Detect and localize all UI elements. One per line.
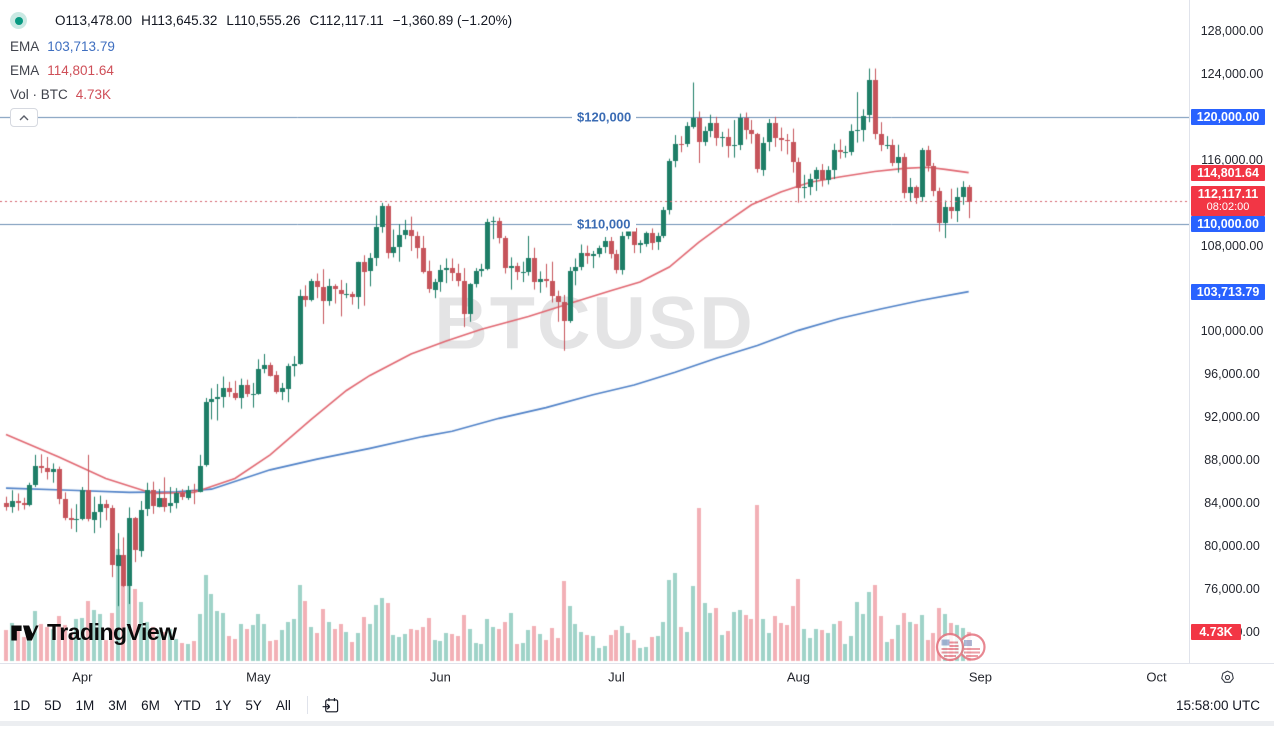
price-line-label-120000[interactable]: $120,000 xyxy=(572,109,637,125)
price-tick: 128,000.00 xyxy=(1200,24,1264,38)
ema-blue-label: EMA xyxy=(10,39,40,54)
range-button-1d[interactable]: 1D xyxy=(7,694,36,717)
range-button-ytd[interactable]: YTD xyxy=(168,694,207,717)
bottom-toolbar: 1D 5D 1M 3M 6M YTD 1Y 5Y All 15:58:00 UTC xyxy=(0,689,1274,726)
ema-value-badge: 114,801.64 xyxy=(1191,164,1265,181)
ema-red-value: 114,801.64 xyxy=(47,63,114,78)
calendar-icon xyxy=(322,697,339,712)
symbol-status-dot-icon xyxy=(10,12,27,29)
price-tick: 96,000.00 xyxy=(1204,367,1260,382)
tradingview-logo[interactable]: TradingView xyxy=(10,619,177,646)
volume-value-badge: 4.73K xyxy=(1191,624,1241,640)
range-button-5d[interactable]: 5D xyxy=(38,694,67,717)
range-button-5y[interactable]: 5Y xyxy=(239,694,268,717)
tradingview-logo-icon xyxy=(11,625,39,640)
range-button-1y[interactable]: 1Y xyxy=(209,694,238,717)
price-tick: 92,000.00 xyxy=(1204,410,1260,425)
ohlc-open: O113,478.00 xyxy=(55,13,133,28)
price-tick: 76,000.00 xyxy=(1204,581,1260,596)
ohlc-change: −1,360.89 (−1.20%) xyxy=(392,13,513,28)
price-tick: 116,000.00 xyxy=(1201,152,1263,167)
range-button-6m[interactable]: 6M xyxy=(135,694,166,717)
range-button-all[interactable]: All xyxy=(270,694,297,717)
price-tick: 88,000.00 xyxy=(1204,453,1260,468)
time-axis[interactable]: Apr May Jun Jul Aug Sep Oct xyxy=(0,663,1274,690)
chevron-up-icon xyxy=(19,114,29,120)
price-tick: 84,000.00 xyxy=(1204,496,1260,511)
price-tick: 124,000.00 xyxy=(1200,66,1264,81)
range-button-1m[interactable]: 1M xyxy=(70,694,101,717)
price-chart-canvas[interactable] xyxy=(0,0,1189,663)
ema-red-label: EMA xyxy=(10,63,40,78)
price-tick: 100,000.00 xyxy=(1200,324,1264,339)
ema-red-row: EMA 114,801.64 xyxy=(10,63,114,78)
time-tick-may[interactable]: May xyxy=(246,669,271,685)
ohlc-row: O113,478.00 H113,645.32 L110,555.26 C112… xyxy=(10,12,521,29)
range-button-3m[interactable]: 3M xyxy=(102,694,133,717)
toolbar-divider xyxy=(306,696,308,714)
price-axis[interactable]: 128,000.00 124,000.00 116,000.00 108,000.00… xyxy=(1190,0,1274,663)
ohlc-low: L110,555.26 xyxy=(226,13,301,28)
tradingview-logo-text: TradingView xyxy=(47,619,177,645)
ema-value-badge: 103,713.79 xyxy=(1191,283,1265,300)
chart-pane[interactable]: BTCUSD $120,000 $110,000 O113,478.00 H11… xyxy=(0,0,1190,663)
price-tick: 108,000.00 xyxy=(1200,238,1264,253)
time-tick-aug[interactable]: Aug xyxy=(786,669,811,685)
time-tick-apr[interactable]: Apr xyxy=(72,669,93,685)
time-tick-oct[interactable]: Oct xyxy=(1146,669,1167,685)
usd-coin-icons xyxy=(933,631,993,668)
ema-blue-value: 103,713.79 xyxy=(47,39,115,54)
date-range-buttons: 1D 5D 1M 3M 6M YTD 1Y 5Y All xyxy=(6,694,298,717)
price-line-value-badge: 120,000.00 xyxy=(1191,108,1265,125)
volume-row: Vol · BTC 4.73K xyxy=(10,87,111,102)
clock-utc: 15:58:00 UTC xyxy=(1175,697,1260,713)
volume-value: 4.73K xyxy=(75,87,112,102)
volume-label: Vol · BTC xyxy=(10,87,68,102)
bar-close-countdown: 08:02:00 xyxy=(1206,201,1250,214)
go-to-date-button[interactable] xyxy=(317,694,344,717)
axis-settings-gear-icon[interactable] xyxy=(1217,667,1237,687)
time-tick-jul[interactable]: Jul xyxy=(608,669,625,685)
ohlc-high: H113,645.32 xyxy=(141,13,218,28)
price-tick: 80,000.00 xyxy=(1204,539,1260,554)
price-line-value-badge: 110,000.00 xyxy=(1191,216,1265,233)
ema-blue-row: EMA 103,713.79 xyxy=(10,39,115,54)
time-tick-sep[interactable]: Sep xyxy=(968,669,992,685)
last-price-badge: 112,117.11 08:02:00 xyxy=(1191,186,1265,217)
collapse-legend-button[interactable] xyxy=(10,108,38,127)
price-line-label-110000[interactable]: $110,000 xyxy=(572,216,636,232)
ohlc-close: C112,117.11 xyxy=(309,13,384,28)
time-tick-jun[interactable]: Jun xyxy=(429,669,451,685)
